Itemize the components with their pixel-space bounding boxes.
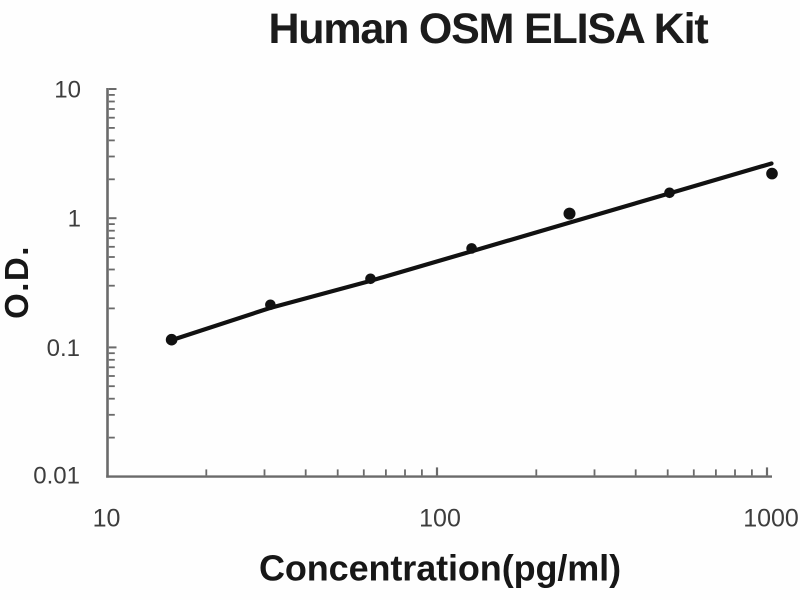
svg-text:Human OSM ELISA Kit: Human OSM ELISA Kit [268, 5, 708, 53]
svg-text:Concentration(pg/ml): Concentration(pg/ml) [259, 548, 621, 589]
svg-text:0.01: 0.01 [33, 463, 80, 490]
svg-text:1000: 1000 [743, 505, 799, 533]
svg-text:O.D.: O.D. [0, 245, 35, 319]
svg-text:10: 10 [93, 505, 121, 533]
svg-text:1: 1 [68, 206, 81, 233]
svg-text:10: 10 [54, 77, 81, 104]
svg-text:100: 100 [419, 505, 461, 533]
svg-text:0.1: 0.1 [47, 335, 80, 362]
